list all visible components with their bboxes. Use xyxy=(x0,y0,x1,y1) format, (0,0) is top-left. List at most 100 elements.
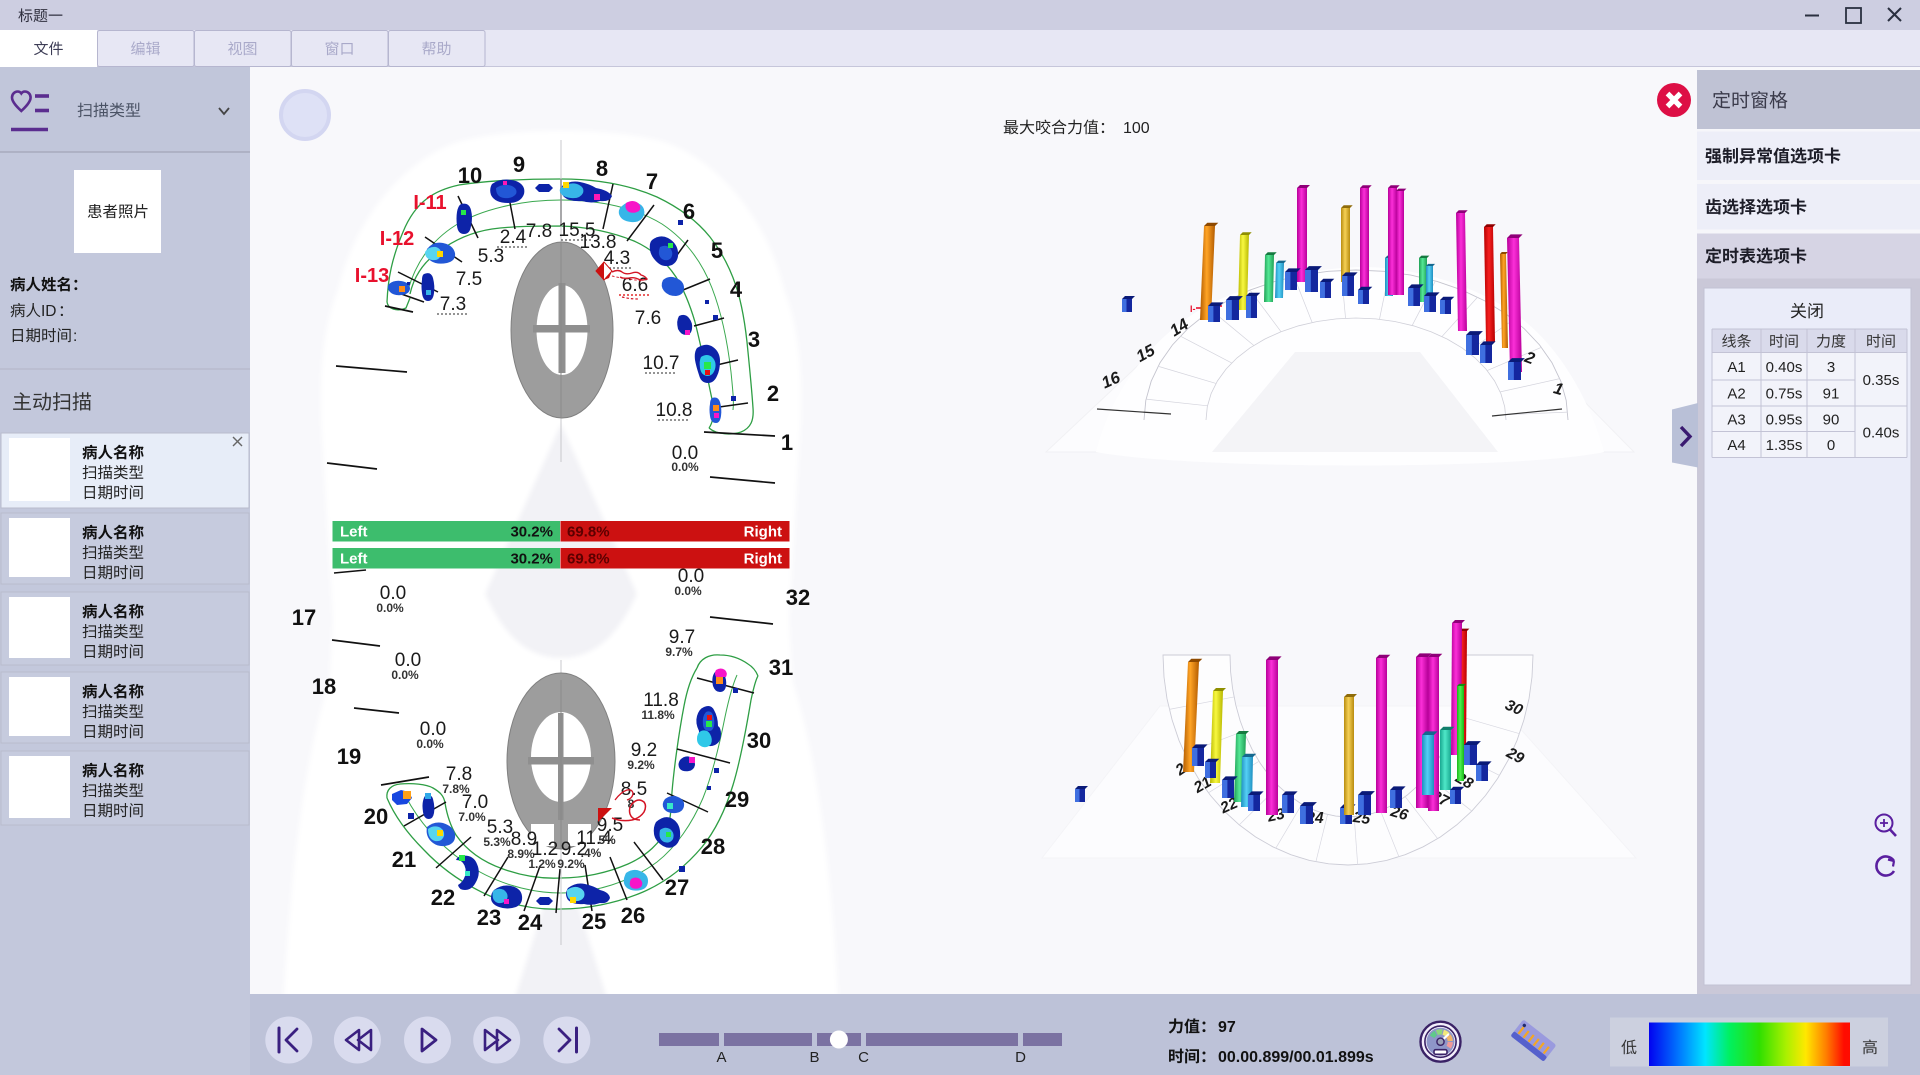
svg-text:5%: 5% xyxy=(598,833,616,847)
svg-text:0.35s: 0.35s xyxy=(1863,372,1900,389)
svg-text:7.8: 7.8 xyxy=(446,764,472,785)
svg-text:29: 29 xyxy=(725,787,749,812)
svg-text:27: 27 xyxy=(665,875,689,900)
svg-text:4.3: 4.3 xyxy=(604,248,630,269)
svg-text:0.0: 0.0 xyxy=(678,566,704,587)
svg-text:69.8%: 69.8% xyxy=(567,551,610,568)
svg-text:9.7: 9.7 xyxy=(669,627,695,648)
svg-text:5.3%: 5.3% xyxy=(483,835,511,849)
svg-text:ID: ID xyxy=(41,303,57,320)
svg-text::: : xyxy=(73,328,77,345)
svg-text:7.6: 7.6 xyxy=(635,308,661,329)
svg-text:32: 32 xyxy=(786,585,810,610)
svg-text:0.0: 0.0 xyxy=(395,650,421,671)
svg-text:I-11: I-11 xyxy=(413,192,446,214)
svg-text:4: 4 xyxy=(730,277,743,302)
svg-text:30: 30 xyxy=(1502,697,1525,720)
svg-text:25: 25 xyxy=(582,909,606,934)
svg-text:100: 100 xyxy=(1123,120,1150,137)
svg-text:I-12: I-12 xyxy=(380,228,414,250)
svg-text:17: 17 xyxy=(292,605,316,630)
svg-text:28: 28 xyxy=(701,834,725,859)
svg-text:A1: A1 xyxy=(1727,359,1745,376)
svg-text:9.2%: 9.2% xyxy=(557,857,585,871)
svg-text:20: 20 xyxy=(364,804,388,829)
svg-text:0.95s: 0.95s xyxy=(1766,411,1803,428)
svg-text:19: 19 xyxy=(337,744,361,769)
svg-text:7: 7 xyxy=(646,169,658,194)
svg-text:Left: Left xyxy=(340,551,368,568)
svg-text:8.9%: 8.9% xyxy=(507,847,535,861)
svg-text:9: 9 xyxy=(513,152,525,177)
svg-text:0.0: 0.0 xyxy=(672,443,698,464)
svg-text:11.8%: 11.8% xyxy=(641,708,675,722)
svg-text:0.0%: 0.0% xyxy=(416,737,444,751)
svg-text:24: 24 xyxy=(518,910,543,935)
svg-text:A: A xyxy=(716,1049,726,1066)
svg-text:D: D xyxy=(1015,1049,1026,1066)
svg-text:0.0%: 0.0% xyxy=(671,460,699,474)
svg-text:1.35s: 1.35s xyxy=(1766,437,1803,454)
svg-text:8.5: 8.5 xyxy=(621,779,647,800)
svg-text:Right: Right xyxy=(744,524,782,541)
svg-text:0.0: 0.0 xyxy=(420,719,446,740)
svg-text:8: 8 xyxy=(596,156,608,181)
svg-text:26: 26 xyxy=(621,903,645,928)
svg-text:11.4: 11.4 xyxy=(576,828,612,849)
svg-text:Right: Right xyxy=(744,551,782,568)
svg-text:0.40s: 0.40s xyxy=(1766,359,1803,376)
svg-text:21: 21 xyxy=(392,847,416,872)
svg-text:5.3: 5.3 xyxy=(478,246,504,267)
svg-text:C: C xyxy=(858,1049,869,1066)
svg-text:0.40s: 0.40s xyxy=(1863,424,1900,441)
svg-text:22: 22 xyxy=(431,885,455,910)
svg-text:10.8: 10.8 xyxy=(656,400,693,421)
svg-text:0.0%: 0.0% xyxy=(674,584,702,598)
svg-text:.4%: .4% xyxy=(581,846,602,860)
svg-text:7.5: 7.5 xyxy=(456,269,482,290)
svg-text:0: 0 xyxy=(1827,437,1835,454)
svg-text:7.8%: 7.8% xyxy=(442,782,470,796)
svg-text:69.8%: 69.8% xyxy=(567,524,610,541)
svg-text:13.8: 13.8 xyxy=(580,232,617,253)
svg-text:2.4: 2.4 xyxy=(500,227,527,248)
svg-text:11.8: 11.8 xyxy=(643,690,679,711)
svg-text:B: B xyxy=(809,1049,819,1066)
svg-text:90: 90 xyxy=(1823,411,1840,428)
svg-text:29: 29 xyxy=(1503,744,1527,768)
svg-text:3: 3 xyxy=(748,327,760,352)
svg-text:Left: Left xyxy=(340,524,368,541)
svg-text:00.00.899/00.01.899s: 00.00.899/00.01.899s xyxy=(1218,1049,1374,1066)
svg-text:I-13: I-13 xyxy=(355,265,389,287)
svg-text:3: 3 xyxy=(1827,359,1835,376)
svg-text:1.2: 1.2 xyxy=(532,839,558,860)
svg-text:0.0%: 0.0% xyxy=(376,601,404,615)
svg-text:30.2%: 30.2% xyxy=(510,524,553,541)
svg-text:9.2: 9.2 xyxy=(561,839,587,860)
svg-text:26: 26 xyxy=(1388,803,1411,824)
svg-text:9.2: 9.2 xyxy=(631,740,657,761)
svg-text:91: 91 xyxy=(1823,386,1840,403)
svg-text:8.9: 8.9 xyxy=(511,829,537,850)
svg-text:7.8: 7.8 xyxy=(526,221,552,242)
svg-text:10.7: 10.7 xyxy=(643,353,680,374)
svg-text:30.2%: 30.2% xyxy=(510,551,553,568)
svg-text:A3: A3 xyxy=(1727,411,1745,428)
svg-text:0.0: 0.0 xyxy=(380,583,406,604)
svg-text:15.5: 15.5 xyxy=(559,220,596,241)
svg-text:7.0%: 7.0% xyxy=(458,810,486,824)
svg-text:0.75s: 0.75s xyxy=(1766,386,1803,403)
svg-text:31: 31 xyxy=(769,655,793,680)
svg-text:7.3: 7.3 xyxy=(440,294,466,315)
svg-text:5.3: 5.3 xyxy=(487,817,513,838)
svg-text:1.2%: 1.2% xyxy=(528,857,556,871)
svg-text:23: 23 xyxy=(477,905,501,930)
svg-text:1: 1 xyxy=(781,430,793,455)
svg-text:A2: A2 xyxy=(1727,386,1745,403)
svg-text:A4: A4 xyxy=(1727,437,1745,454)
svg-text:0.0%: 0.0% xyxy=(391,668,419,682)
svg-text:9.7%: 9.7% xyxy=(665,645,693,659)
svg-text:6: 6 xyxy=(683,199,695,224)
svg-text:7.0: 7.0 xyxy=(462,792,488,813)
svg-text:18: 18 xyxy=(312,674,336,699)
